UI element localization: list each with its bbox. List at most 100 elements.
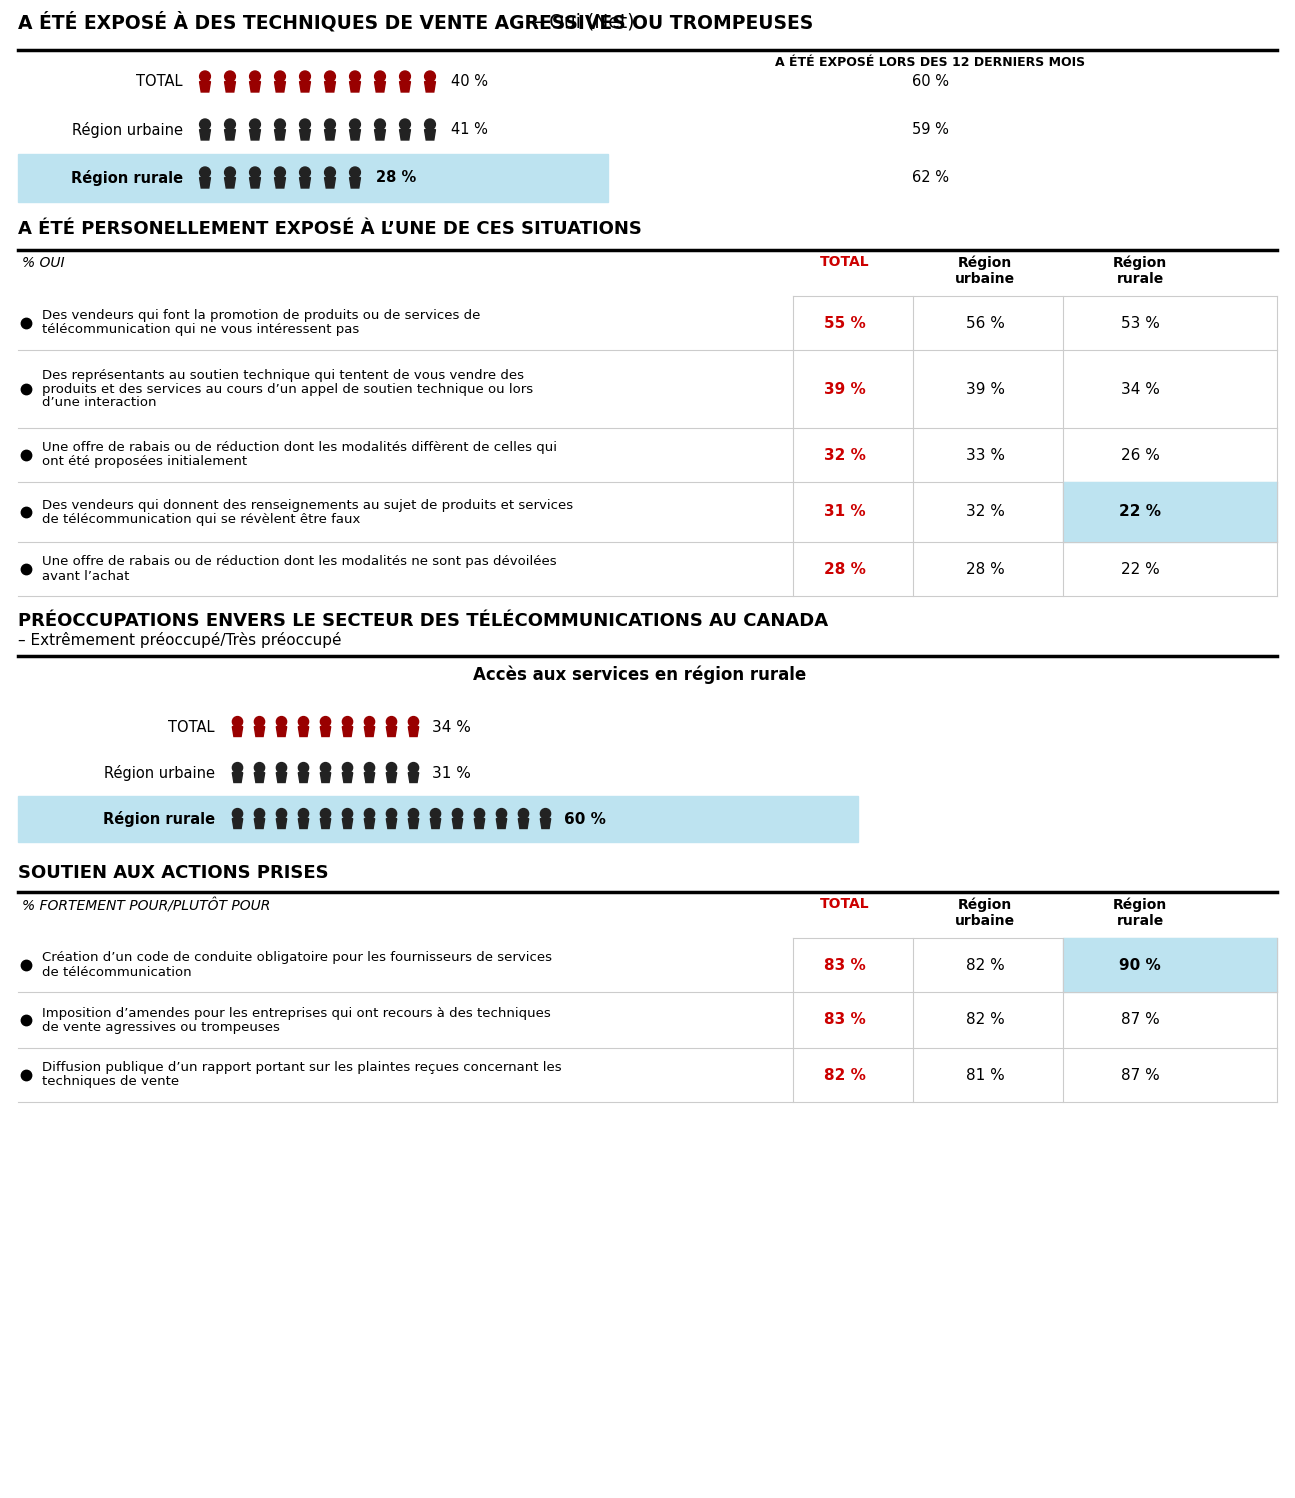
Text: Des vendeurs qui font la promotion de produits ou de services de: Des vendeurs qui font la promotion de pr… xyxy=(41,310,480,322)
Polygon shape xyxy=(408,727,418,737)
Circle shape xyxy=(408,762,418,773)
Circle shape xyxy=(474,809,484,819)
Circle shape xyxy=(364,716,374,727)
Polygon shape xyxy=(425,81,435,91)
Polygon shape xyxy=(374,81,386,91)
Text: 90 %: 90 % xyxy=(1119,957,1160,972)
Circle shape xyxy=(364,809,374,819)
Circle shape xyxy=(325,166,335,178)
Text: 31 %: 31 % xyxy=(433,765,471,780)
Circle shape xyxy=(232,716,242,727)
Text: 31 %: 31 % xyxy=(824,505,866,520)
Circle shape xyxy=(254,809,264,819)
Text: 28 %: 28 % xyxy=(824,562,866,577)
Polygon shape xyxy=(276,773,286,782)
Bar xyxy=(18,795,859,842)
Polygon shape xyxy=(325,130,335,139)
Polygon shape xyxy=(224,178,236,189)
Text: 82 %: 82 % xyxy=(824,1068,866,1083)
Text: – Extrêmement préoccupé/Très préoccupé: – Extrêmement préoccupé/Très préoccupé xyxy=(18,632,342,649)
Text: de télécommunication: de télécommunication xyxy=(41,966,192,978)
Circle shape xyxy=(276,716,286,727)
Text: TOTAL: TOTAL xyxy=(820,255,870,270)
Polygon shape xyxy=(224,81,236,91)
Text: 26 %: 26 % xyxy=(1120,448,1159,463)
Circle shape xyxy=(276,809,286,819)
Polygon shape xyxy=(320,727,330,737)
Text: 39 %: 39 % xyxy=(966,382,1005,397)
Polygon shape xyxy=(452,818,462,828)
Bar xyxy=(18,154,607,202)
Text: % OUI: % OUI xyxy=(22,256,65,270)
Text: PRÉOCCUPATIONS ENVERS LE SECTEUR DES TÉLÉCOMMUNICATIONS AU CANADA: PRÉOCCUPATIONS ENVERS LE SECTEUR DES TÉL… xyxy=(18,613,828,631)
Text: produits et des services au cours d’un appel de soutien technique ou lors: produits et des services au cours d’un a… xyxy=(41,382,534,395)
Polygon shape xyxy=(350,178,360,189)
Circle shape xyxy=(320,809,330,819)
Text: 32 %: 32 % xyxy=(966,505,1005,520)
Polygon shape xyxy=(254,727,264,737)
Text: de vente agressives ou trompeuses: de vente agressives ou trompeuses xyxy=(41,1020,280,1034)
Text: 82 %: 82 % xyxy=(966,957,1005,972)
Polygon shape xyxy=(518,818,528,828)
Polygon shape xyxy=(325,178,335,189)
Circle shape xyxy=(232,809,242,819)
Text: 87 %: 87 % xyxy=(1120,1068,1159,1083)
Polygon shape xyxy=(342,818,352,828)
Polygon shape xyxy=(275,81,285,91)
Text: Région
rurale: Région rurale xyxy=(1112,255,1167,286)
Text: 34 %: 34 % xyxy=(1120,382,1159,397)
Circle shape xyxy=(299,118,311,130)
Polygon shape xyxy=(342,727,352,737)
Bar xyxy=(1063,482,1277,542)
Circle shape xyxy=(518,809,528,819)
Circle shape xyxy=(452,809,462,819)
Polygon shape xyxy=(474,818,484,828)
Circle shape xyxy=(408,716,418,727)
Circle shape xyxy=(325,118,335,130)
Circle shape xyxy=(400,70,411,82)
Text: 33 %: 33 % xyxy=(966,448,1005,463)
Polygon shape xyxy=(250,130,260,139)
Circle shape xyxy=(350,70,360,82)
Circle shape xyxy=(386,762,396,773)
Polygon shape xyxy=(232,818,242,828)
Circle shape xyxy=(342,762,352,773)
Circle shape xyxy=(276,762,286,773)
Circle shape xyxy=(342,809,352,819)
Text: 34 %: 34 % xyxy=(433,719,471,734)
Polygon shape xyxy=(232,727,242,737)
Circle shape xyxy=(232,762,242,773)
Circle shape xyxy=(425,118,435,130)
Circle shape xyxy=(320,762,330,773)
Text: 60 %: 60 % xyxy=(565,812,606,827)
Polygon shape xyxy=(386,727,396,737)
Circle shape xyxy=(254,762,264,773)
Circle shape xyxy=(386,716,396,727)
Circle shape xyxy=(386,809,396,819)
Polygon shape xyxy=(199,130,211,139)
Circle shape xyxy=(250,166,260,178)
Polygon shape xyxy=(232,773,242,782)
Circle shape xyxy=(275,118,285,130)
Text: 22 %: 22 % xyxy=(1120,562,1159,577)
Circle shape xyxy=(275,166,285,178)
Polygon shape xyxy=(408,818,418,828)
Polygon shape xyxy=(299,178,311,189)
Circle shape xyxy=(199,166,210,178)
Text: Région urbaine: Région urbaine xyxy=(104,765,215,780)
Polygon shape xyxy=(276,818,286,828)
Polygon shape xyxy=(199,81,211,91)
Circle shape xyxy=(275,70,285,82)
Text: % FORTEMENT POUR/PLUTÔT POUR: % FORTEMENT POUR/PLUTÔT POUR xyxy=(22,897,271,912)
Text: Une offre de rabais ou de réduction dont les modalités diffèrent de celles qui: Une offre de rabais ou de réduction dont… xyxy=(41,442,557,454)
Polygon shape xyxy=(386,818,396,828)
Circle shape xyxy=(199,118,210,130)
Circle shape xyxy=(325,70,335,82)
Polygon shape xyxy=(299,130,311,139)
Text: Accès aux services en région rurale: Accès aux services en région rurale xyxy=(474,667,807,685)
Text: 53 %: 53 % xyxy=(1120,316,1159,331)
Text: 55 %: 55 % xyxy=(824,316,866,331)
Text: Région
urbaine: Région urbaine xyxy=(954,255,1015,286)
Circle shape xyxy=(320,716,330,727)
Text: 56 %: 56 % xyxy=(966,316,1005,331)
